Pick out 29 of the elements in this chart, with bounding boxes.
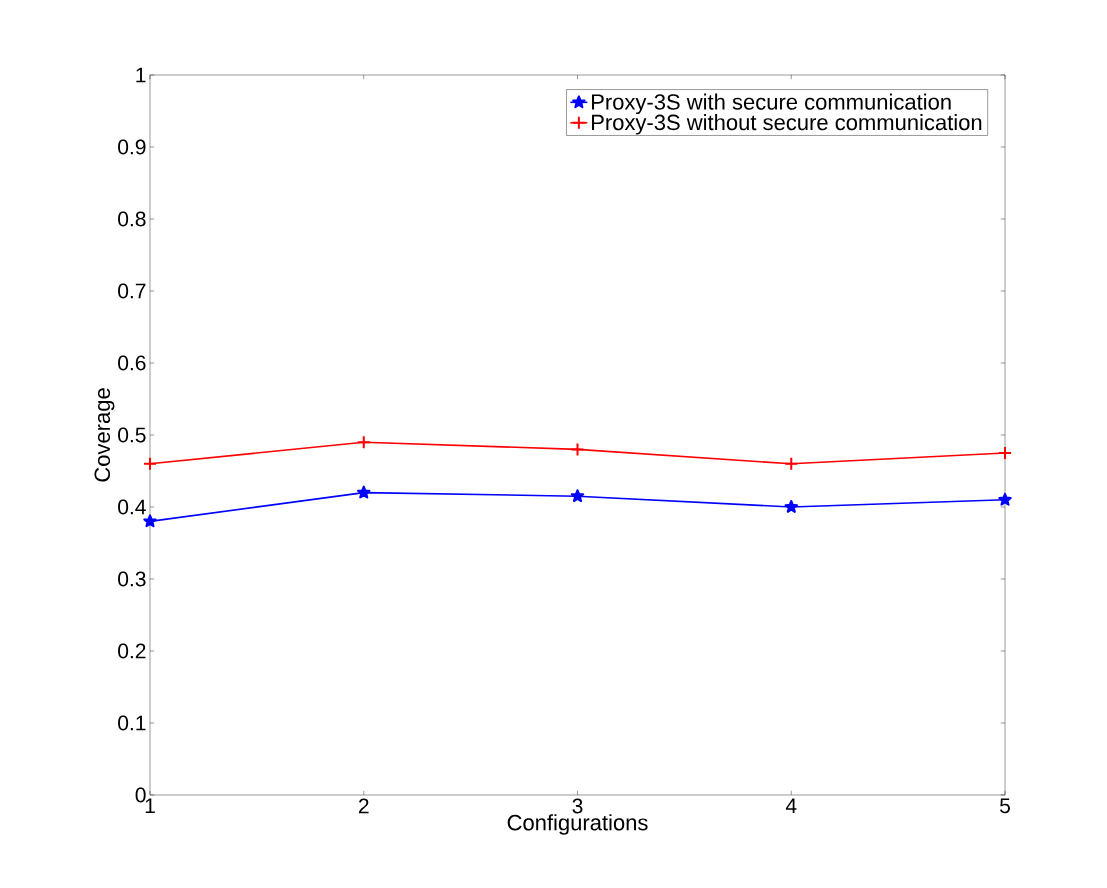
point (998, 446, 1013, 460)
legend-label: Proxy-3S with secure communication (592, 93, 951, 115)
x-tick-label: 5 (1000, 798, 1010, 814)
y-tick-label: 1 (136, 67, 146, 83)
point (784, 499, 798, 513)
y-tick-label: 0.3 (118, 571, 146, 587)
y-tick-label: 0.8 (118, 211, 146, 227)
y-tick-label: 0.5 (118, 427, 146, 443)
point (143, 456, 157, 471)
x-axis-title: Configurations (507, 814, 648, 835)
y-axis-title: Coverage (94, 388, 115, 482)
y-tick-label: 0.9 (118, 139, 146, 155)
point (570, 489, 585, 503)
x-tick-label: 4 (785, 798, 797, 813)
point (784, 456, 799, 471)
point (143, 514, 157, 528)
point (998, 492, 1012, 506)
y-tick-label: 0.4 (118, 499, 146, 515)
point (356, 435, 371, 450)
y-tick-label: 0.7 (118, 283, 146, 299)
y-tick-label: 0.1 (118, 715, 146, 731)
point (357, 485, 371, 499)
y-tick-label: 0.6 (118, 355, 146, 371)
legend-label: Proxy-3S without secure communication (592, 114, 982, 135)
x-tick-label: 3 (572, 798, 583, 814)
y-tick-label: 0 (135, 787, 146, 803)
x-tick-label: 2 (358, 798, 369, 814)
point (570, 442, 585, 457)
y-tick-label: 0.2 (118, 643, 146, 659)
